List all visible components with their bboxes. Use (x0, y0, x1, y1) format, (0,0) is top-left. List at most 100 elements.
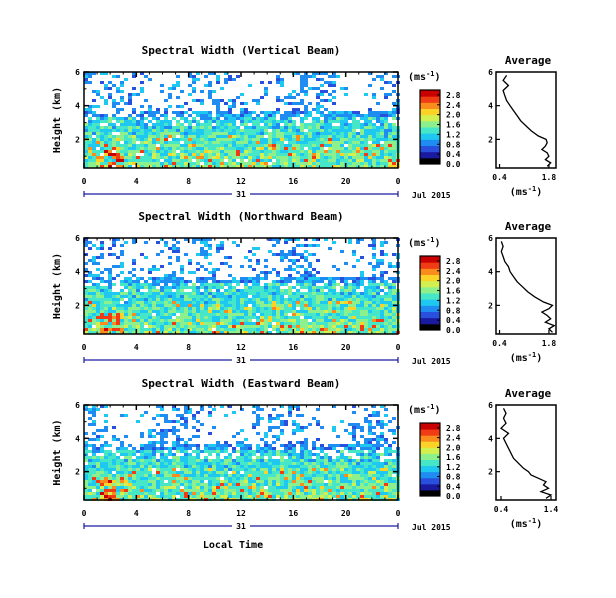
colorbar-swatch (420, 311, 440, 319)
colorbar-tick-label: 1.2 (446, 463, 461, 472)
colorbar-swatch (420, 268, 440, 275)
colorbar-swatch (420, 477, 440, 485)
profile-line (502, 75, 552, 167)
colorbar-unit-close: ) (435, 405, 441, 416)
profile-y-tick-label: 6 (488, 68, 493, 77)
colorbar-swatch (420, 108, 440, 116)
heatmap-cells (84, 72, 400, 168)
date-label: Jul 2015 (412, 523, 451, 532)
colorbar-swatch (420, 157, 440, 165)
y-axis-label: Height (km) (51, 87, 63, 153)
x-tick-label: 8 (186, 177, 191, 186)
y-tick-label: 2 (75, 135, 80, 144)
colorbar-swatch (420, 102, 440, 109)
profile-x-tick-label: 1.8 (542, 173, 557, 182)
profile-x-tick-label: 1.4 (544, 505, 559, 514)
colorbar: 0.00.40.81.21.62.02.42.8 (ms-1) (408, 236, 461, 335)
y-tick-label: 6 (75, 234, 80, 243)
profile-x-tick-label: 0.4 (492, 339, 507, 348)
profile-y-tick-label: 4 (488, 102, 493, 111)
y-tick-label: 4 (75, 434, 80, 443)
y-axis-label: Height (km) (51, 419, 63, 485)
colorbar-swatch (420, 453, 440, 460)
profile-y-tick-label: 4 (488, 434, 493, 443)
x-tick-label: 8 (186, 509, 191, 518)
profile-frame (495, 237, 557, 335)
colorbar-unit-close: ) (435, 72, 441, 83)
date-label: Jul 2015 (412, 191, 451, 200)
colorbar-unit-base: (ms (408, 72, 426, 83)
colorbar: 0.00.40.81.21.62.02.42.8 (ms-1) (408, 403, 461, 501)
date-day-label: 31 (236, 522, 246, 531)
colorbar-swatch (420, 429, 440, 436)
colorbar-tick-label: 2.8 (446, 424, 461, 433)
date-label: Jul 2015 (412, 357, 451, 366)
profile-y-tick-label: 4 (488, 268, 493, 277)
heatmap-cells (84, 405, 400, 501)
colorbar-swatch (420, 145, 440, 153)
x-tick-label: 20 (341, 509, 351, 518)
colorbar-swatch (420, 151, 440, 159)
x-tick-label: 0 (82, 177, 87, 186)
profile-y-tick-label: 2 (488, 468, 493, 477)
profile-title: Average (505, 387, 552, 400)
colorbar-swatch (420, 465, 440, 473)
x-tick-label: 0 (396, 509, 401, 518)
profile-x-tick-label: 1.8 (542, 339, 557, 348)
date-day-bg (232, 189, 250, 198)
colorbar-swatch (420, 299, 440, 306)
colorbar-tick-label: 2.8 (446, 91, 461, 100)
colorbar-swatch (420, 459, 440, 467)
colorbar-tick-label: 0.0 (446, 160, 461, 169)
profile-x-tick-label: 0.4 (492, 173, 507, 182)
x-axis-label: Local Time (203, 539, 263, 551)
colorbar-tick-label: 2.4 (446, 101, 461, 110)
x-tick-label: 8 (186, 343, 191, 352)
colorbar-tick-label: 2.8 (446, 257, 461, 266)
colorbar-swatch (420, 471, 440, 479)
colorbar-swatch (420, 280, 440, 288)
profile-x-tick-label: 0.4 (494, 505, 509, 514)
profile-y-tick-label: 2 (488, 135, 493, 144)
profile-x-label: (ms-1) (510, 185, 543, 198)
date-day-label: 31 (236, 356, 246, 365)
colorbar-swatch (420, 120, 440, 128)
y-tick-label: 2 (75, 468, 80, 477)
colorbar-tick-label: 2.0 (446, 443, 461, 452)
colorbar-swatch (420, 305, 440, 312)
average-profile: Average 2 4 6 0.4 1.8 (ms-1) (488, 54, 557, 198)
colorbar-tick-label: 1.2 (446, 130, 461, 139)
x-tick-label: 4 (134, 509, 139, 518)
y-axis-label: Height (km) (51, 253, 63, 319)
x-tick-label: 12 (236, 343, 246, 352)
average-profile: Average 2 4 6 0.4 1.8 (ms-1) (488, 220, 557, 364)
chart-title: Spectral Width (Northward Beam) (138, 210, 343, 223)
x-tick-label: 12 (236, 177, 246, 186)
colorbar-swatch (420, 133, 440, 140)
x-tick-label: 4 (134, 343, 139, 352)
colorbar-swatch (420, 274, 440, 282)
profile-title: Average (505, 54, 552, 67)
x-tick-label: 0 (396, 177, 401, 186)
colorbar: 0.00.40.81.21.62.02.42.8 (ms-1) (408, 70, 461, 169)
colorbar-swatch (420, 96, 440, 103)
date-day-bg (232, 355, 250, 364)
colorbar-frame (419, 255, 441, 331)
profile-title: Average (505, 220, 552, 233)
colorbar-unit: (ms-1) (408, 236, 441, 249)
x-tick-label: 20 (341, 343, 351, 352)
x-tick-label: 12 (236, 509, 246, 518)
colorbar-tick-label: 2.0 (446, 111, 461, 120)
y-tick-label: 4 (75, 268, 80, 277)
date-day-label: 31 (236, 190, 246, 199)
profile-x-label-close: ) (536, 519, 542, 530)
profile-line (500, 241, 556, 333)
colorbar-swatch (420, 90, 440, 97)
profile-x-label-base: (ms (510, 353, 528, 364)
panel-2: Spectral Width (Northward Beam)0 4 8 12 16 20… (51, 210, 557, 366)
colorbar-tick-label: 0.4 (446, 482, 461, 491)
profile-x-label: (ms-1) (510, 351, 543, 364)
profile-x-label-close: ) (536, 353, 542, 364)
colorbar-tick-label: 0.8 (446, 473, 461, 482)
